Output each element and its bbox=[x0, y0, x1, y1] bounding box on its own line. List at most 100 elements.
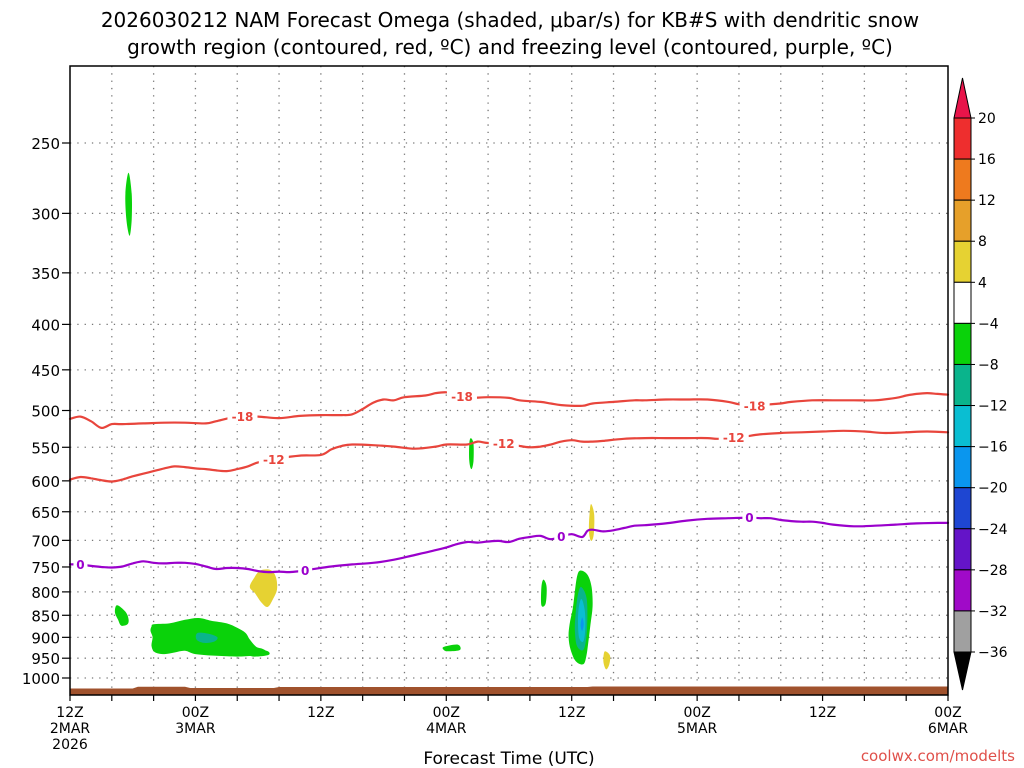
y-tick-label-350: 350 bbox=[31, 265, 60, 283]
colorbar-label-5: −4 bbox=[978, 316, 999, 332]
contour-label-bg bbox=[742, 509, 757, 526]
contour-label-freezing_level-3: 0 bbox=[745, 511, 753, 525]
y-tick-label-400: 400 bbox=[31, 316, 60, 334]
y-tick-label-700: 700 bbox=[31, 532, 60, 550]
x-tick-label-72-0: 12Z bbox=[809, 705, 836, 721]
contour-label-freezing_level-1: 0 bbox=[301, 564, 309, 578]
x-tick-label-60-0: 00Z bbox=[683, 705, 710, 721]
colorbar-swatch-6 bbox=[953, 363, 972, 407]
contour-label-bg bbox=[227, 408, 258, 425]
omega-region-green-300 bbox=[125, 172, 133, 236]
colorbar: 20 16 12 8 4 −4 −8 −12 −16 −20 −24 −28 −32 −36 bbox=[953, 77, 1008, 691]
colorbar-swatch-2 bbox=[953, 199, 972, 242]
contour-label-dgz_upper-1: -18 bbox=[451, 390, 473, 404]
colorbar-top-arrow bbox=[953, 77, 972, 119]
contour-label-bg bbox=[298, 562, 313, 579]
contour-label-bg bbox=[258, 451, 289, 468]
temperature-contours: -18 -18 -18 -12 -12 -12 0 0 0 0 bbox=[68, 388, 950, 579]
y-tick-label-750: 750 bbox=[31, 559, 60, 577]
y-tick-label-650: 650 bbox=[31, 504, 60, 522]
colorbar-label-12: −32 bbox=[978, 604, 1008, 620]
colorbar-label-2: 12 bbox=[978, 193, 996, 209]
omega-region-green-810 bbox=[541, 579, 547, 607]
contour-label-dgz_lower-1: -12 bbox=[493, 437, 515, 451]
colorbar-swatch-0 bbox=[953, 117, 972, 160]
x-tick-label-12-0: 00Z bbox=[182, 705, 209, 721]
contour-label-bg bbox=[718, 429, 749, 446]
y-tick-label-550: 550 bbox=[31, 439, 60, 457]
chart-title-line1: 2026030212 NAM Forecast Omega (shaded, μ… bbox=[101, 8, 919, 32]
colorbar-label-13: −36 bbox=[978, 645, 1008, 661]
terrain-fill bbox=[70, 686, 948, 695]
x-tick-label-84-0: 00Z bbox=[934, 705, 961, 721]
contour-label-bg bbox=[73, 556, 88, 573]
colorbar-label-1: 16 bbox=[978, 152, 996, 168]
colorbar-bottom-arrow bbox=[953, 651, 972, 691]
omega-region-green-dent bbox=[247, 649, 270, 657]
omega-shading bbox=[114, 172, 611, 670]
x-tick-label-60-1: 5MAR bbox=[677, 721, 718, 737]
contour-label-bg bbox=[446, 388, 477, 405]
colorbar-swatch-9 bbox=[953, 487, 972, 530]
colorbar-swatch-1 bbox=[953, 158, 972, 201]
y-tick-label-450: 450 bbox=[31, 362, 60, 380]
x-tick-label-84-1: 6MAR bbox=[928, 721, 969, 737]
colorbar-label-0: 20 bbox=[978, 111, 996, 127]
omega-region-yellow-950 bbox=[603, 651, 611, 670]
colorbar-label-9: −20 bbox=[978, 481, 1008, 497]
colorbar-swatch-3 bbox=[953, 240, 972, 283]
contour-label-bg bbox=[554, 528, 569, 545]
chart-title-line2: growth region (contoured, red, ºC) and f… bbox=[127, 35, 893, 59]
y-tick-label-1000: 1000 bbox=[22, 670, 60, 688]
x-tick-label-24-0: 12Z bbox=[307, 705, 334, 721]
y-axis: 250 300 350 400 450 500 550 600 650 700 750 800 850 9… bbox=[22, 135, 70, 688]
contour-freezing_level bbox=[68, 516, 950, 574]
omega-region-green-850-left bbox=[114, 605, 129, 626]
x-tick-label-36-1: 4MAR bbox=[426, 721, 467, 737]
x-tick-label-48-0: 12Z bbox=[558, 705, 585, 721]
colorbar-label-4: 4 bbox=[978, 275, 987, 291]
colorbar-label-3: 8 bbox=[978, 234, 987, 250]
y-tick-label-800: 800 bbox=[31, 584, 60, 602]
contour-label-freezing_level-0: 0 bbox=[76, 558, 84, 572]
colorbar-swatch-11 bbox=[953, 569, 972, 612]
plot-frame bbox=[69, 65, 949, 696]
colorbar-label-7: −12 bbox=[978, 399, 1008, 415]
colorbar-label-10: −24 bbox=[978, 522, 1008, 538]
terrain-band bbox=[70, 686, 948, 695]
contour-label-dgz_upper-0: -18 bbox=[232, 410, 254, 424]
x-tick-label-12-1: 3MAR bbox=[175, 721, 216, 737]
y-tick-label-300: 300 bbox=[31, 205, 60, 223]
colorbar-label-6: −8 bbox=[978, 357, 999, 373]
x-tick-label-0-0: 12Z bbox=[56, 705, 83, 721]
colorbar-swatch-10 bbox=[953, 528, 972, 571]
contour-label-freezing_level-2: 0 bbox=[557, 530, 565, 544]
contour-label-dgz_lower-2: -12 bbox=[723, 431, 745, 445]
contour-label-bg bbox=[739, 398, 770, 415]
contour-label-bg bbox=[488, 435, 519, 452]
colorbar-swatch-5 bbox=[953, 322, 972, 365]
omega-region-teal-main bbox=[195, 632, 218, 643]
contour-label-dgz_upper-2: -18 bbox=[744, 400, 766, 414]
colorbar-swatch-8 bbox=[953, 446, 972, 489]
y-tick-label-600: 600 bbox=[31, 473, 60, 491]
grid-lines bbox=[70, 66, 948, 695]
colorbar-swatch-7 bbox=[953, 405, 972, 448]
y-tick-label-900: 900 bbox=[31, 629, 60, 647]
y-tick-label-850: 850 bbox=[31, 607, 60, 625]
y-tick-label-500: 500 bbox=[31, 403, 60, 421]
x-tick-label-36-0: 00Z bbox=[433, 705, 460, 721]
x-tick-label-0-2: 2026 bbox=[52, 737, 88, 753]
x-axis-label: Forecast Time (UTC) bbox=[423, 749, 594, 768]
colorbar-swatch-12 bbox=[953, 610, 972, 653]
omega-region-yellow-785 bbox=[249, 569, 278, 608]
colorbar-swatch-4 bbox=[953, 281, 972, 324]
omega-region-yellow-650 bbox=[588, 504, 595, 541]
plot-area bbox=[70, 66, 948, 695]
omega-region-green-930 bbox=[442, 644, 461, 652]
y-tick-label-250: 250 bbox=[31, 135, 60, 153]
colorbar-label-8: −16 bbox=[978, 440, 1008, 456]
colorbar-label-11: −28 bbox=[978, 563, 1008, 579]
credit-text: coolwx.com/modelts bbox=[861, 747, 1015, 765]
